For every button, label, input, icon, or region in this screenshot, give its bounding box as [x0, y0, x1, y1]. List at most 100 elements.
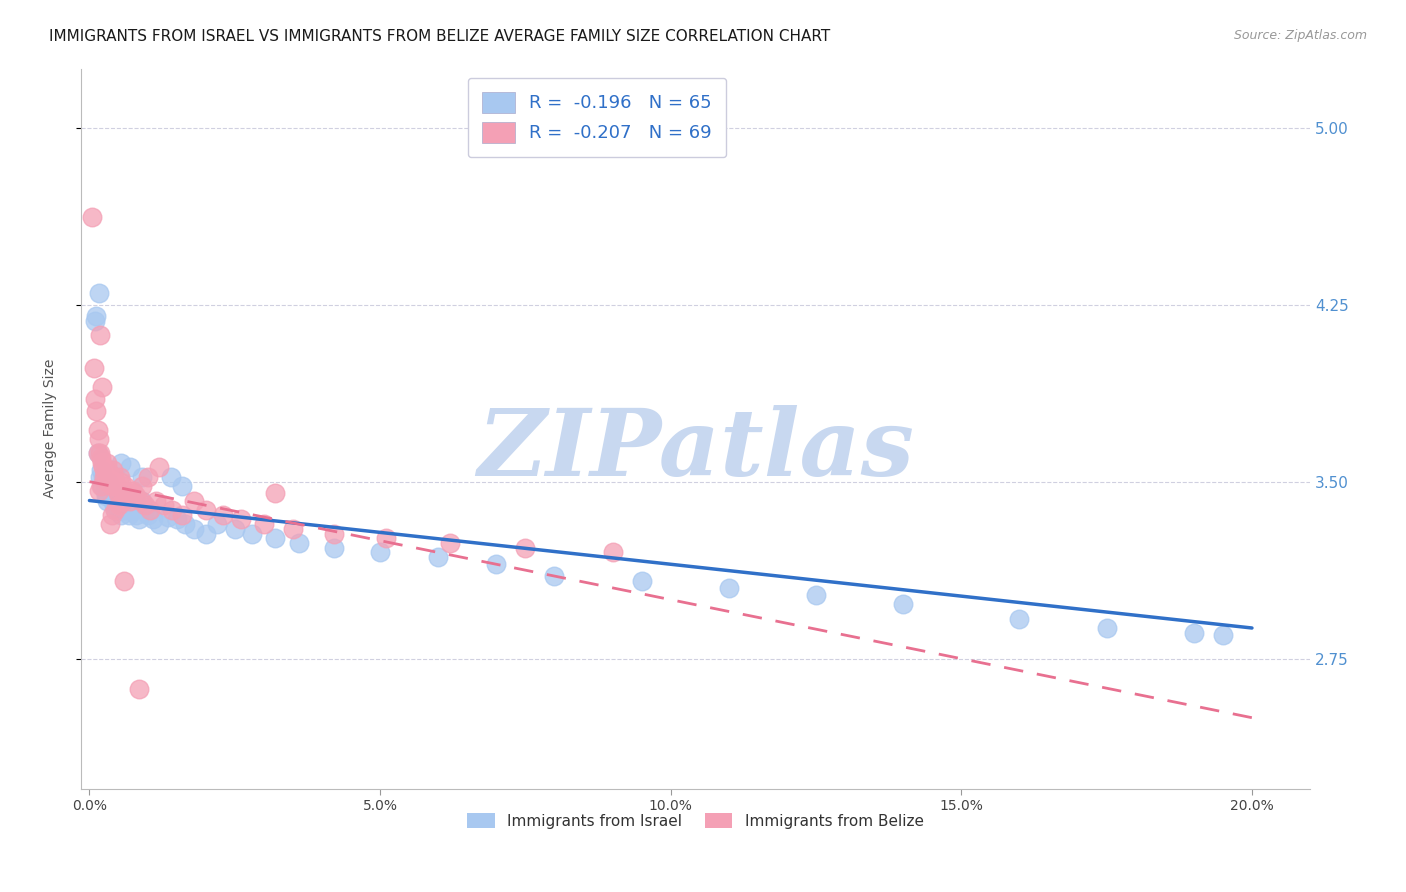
Point: [322, 541, 344, 555]
Point: [107, 498, 129, 512]
Point: [103, 498, 125, 512]
Point: [120, 493, 142, 508]
Point: [118, 508, 141, 522]
Point: [207, 517, 229, 532]
Point: [120, 498, 142, 512]
Point: [97, 475, 120, 489]
Point: [87, 484, 110, 499]
Point: [253, 517, 276, 532]
Point: [89, 446, 111, 460]
Point: [1095, 621, 1118, 635]
Point: [439, 536, 461, 550]
Point: [114, 489, 136, 503]
Point: [83, 361, 105, 376]
Point: [82, 211, 104, 225]
Point: [115, 493, 138, 508]
Point: [112, 503, 135, 517]
Point: [1008, 611, 1031, 625]
Point: [1182, 625, 1205, 640]
Point: [86, 423, 108, 437]
Point: [110, 508, 132, 522]
Point: [93, 470, 115, 484]
Point: [148, 517, 170, 532]
Point: [114, 479, 136, 493]
Point: [287, 536, 309, 550]
Text: IMMIGRANTS FROM ISRAEL VS IMMIGRANTS FROM BELIZE AVERAGE FAMILY SIZE CORRELATION: IMMIGRANTS FROM ISRAEL VS IMMIGRANTS FRO…: [49, 29, 831, 44]
Point: [240, 526, 263, 541]
Point: [91, 456, 114, 470]
Point: [105, 489, 128, 503]
Point: [136, 508, 159, 522]
Point: [96, 456, 118, 470]
Point: [107, 489, 129, 503]
Point: [103, 470, 125, 484]
Point: [212, 508, 235, 522]
Point: [194, 526, 217, 541]
Point: [107, 498, 129, 512]
Point: [224, 522, 246, 536]
Point: [96, 475, 118, 489]
Point: [128, 682, 150, 697]
Point: [891, 598, 914, 612]
Point: [105, 479, 128, 493]
Point: [374, 531, 396, 545]
Point: [105, 493, 128, 508]
Legend: Immigrants from Israel, Immigrants from Belize: Immigrants from Israel, Immigrants from …: [461, 806, 929, 835]
Point: [87, 285, 110, 300]
Text: ZIPatlas: ZIPatlas: [477, 405, 914, 495]
Point: [153, 498, 176, 512]
Point: [142, 512, 165, 526]
Point: [136, 470, 159, 484]
Point: [174, 517, 197, 532]
Point: [148, 460, 170, 475]
Point: [100, 517, 122, 532]
Point: [100, 508, 122, 522]
Point: [1212, 628, 1234, 642]
Point: [145, 493, 167, 508]
Point: [89, 470, 111, 484]
Point: [264, 486, 287, 500]
Point: [194, 503, 217, 517]
Point: [100, 486, 122, 500]
Point: [98, 479, 121, 493]
Point: [100, 475, 122, 489]
Point: [110, 475, 132, 489]
Point: [131, 479, 153, 493]
Point: [86, 310, 108, 324]
Point: [94, 470, 117, 484]
Point: [93, 484, 115, 499]
Point: [112, 484, 135, 499]
Point: [117, 489, 139, 503]
Point: [281, 522, 304, 536]
Point: [84, 314, 107, 328]
Point: [322, 526, 344, 541]
Point: [125, 489, 148, 503]
Point: [515, 541, 537, 555]
Point: [91, 479, 114, 493]
Point: [91, 380, 114, 394]
Point: [630, 574, 652, 588]
Point: [122, 484, 145, 499]
Point: [110, 456, 132, 470]
Point: [134, 498, 156, 512]
Point: [172, 479, 194, 493]
Point: [108, 503, 131, 517]
Point: [122, 503, 145, 517]
Point: [118, 489, 141, 503]
Point: [156, 510, 179, 524]
Point: [120, 460, 142, 475]
Point: [128, 512, 150, 526]
Point: [104, 503, 127, 517]
Point: [804, 588, 827, 602]
Point: [101, 493, 124, 508]
Point: [86, 446, 108, 460]
Point: [160, 503, 183, 517]
Point: [129, 493, 152, 508]
Point: [183, 493, 205, 508]
Point: [485, 558, 508, 572]
Point: [100, 489, 122, 503]
Point: [87, 432, 110, 446]
Point: [112, 493, 135, 508]
Point: [96, 493, 118, 508]
Point: [543, 569, 565, 583]
